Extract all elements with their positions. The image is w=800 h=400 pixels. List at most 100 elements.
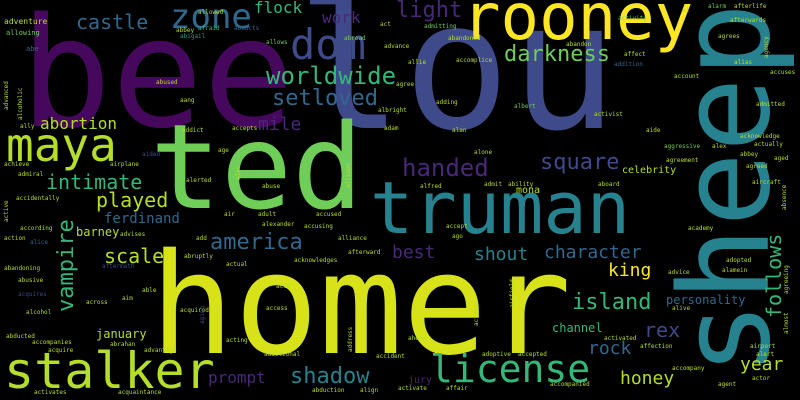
- word-acknowledge: acknowledge: [740, 133, 780, 140]
- word-aftermath: aftermath: [102, 263, 135, 270]
- word-license: license: [430, 347, 591, 391]
- word-accept: accept: [446, 223, 468, 230]
- word-island: island: [572, 290, 652, 315]
- word-abduction: abduction: [312, 387, 345, 394]
- word-alliance: alliance: [338, 235, 367, 242]
- word-abroad: abroad: [344, 35, 366, 42]
- word-airfield: airfield: [509, 279, 516, 308]
- word-handed: handed: [402, 154, 489, 182]
- word-admit: admit: [484, 181, 503, 188]
- word-actress: actress: [473, 300, 480, 326]
- word-actual: actual: [226, 261, 248, 268]
- word-ago: ago: [452, 233, 463, 240]
- word-advises: advises: [120, 231, 146, 238]
- word-aide: aide: [646, 127, 661, 134]
- word-address: address: [347, 326, 354, 352]
- word-light: light: [396, 0, 463, 23]
- word-abusive: abusive: [18, 277, 44, 284]
- word-abbey2: abbey: [740, 151, 759, 158]
- word-abandon: abandon: [566, 41, 592, 48]
- word-adoptive: adoptive: [482, 351, 511, 358]
- word-abandoning: abandoning: [4, 265, 41, 272]
- word-january: january: [96, 327, 147, 341]
- word-abducts: abducts: [234, 25, 260, 32]
- word-adding: adding: [436, 99, 458, 106]
- word-adult: adult: [258, 211, 277, 218]
- word-sheep: sheep: [654, 2, 798, 376]
- word-advice: advice: [668, 269, 690, 276]
- word-abbey: abbey: [176, 27, 195, 34]
- word-castle: castle: [76, 10, 149, 34]
- word-access: access: [266, 305, 288, 312]
- word-follows: follows: [762, 233, 786, 318]
- word-alec: alec: [235, 165, 242, 180]
- word-alfred: alfred: [420, 183, 442, 190]
- word-activity: activity: [618, 15, 647, 22]
- word-abigail: abigail: [180, 33, 206, 40]
- word-scale: scale: [104, 244, 165, 268]
- word-worldwide: worldwide: [266, 62, 397, 90]
- word-agrees: agrees: [718, 33, 740, 40]
- word-absence: absence: [781, 184, 788, 210]
- word-barney: barney: [76, 225, 120, 239]
- word-abortion: abortion: [40, 114, 118, 133]
- word-allie: allie: [408, 59, 427, 66]
- word-additional: additional: [264, 351, 301, 358]
- word-stalker: stalker: [4, 342, 215, 400]
- word-agreed: agreed: [746, 163, 768, 170]
- word-truman: truman: [370, 166, 631, 250]
- word-america: america: [210, 230, 303, 255]
- word-alarm: alarm: [708, 3, 727, 10]
- word-channel: channel: [552, 321, 603, 335]
- word-advance: advance: [384, 43, 410, 50]
- word-almost: almost: [783, 312, 790, 334]
- word-acting: acting: [226, 337, 248, 344]
- word-honey: honey: [620, 368, 675, 389]
- word-setloved: setloved: [272, 86, 378, 111]
- word-alice: alice: [30, 239, 49, 246]
- word-advantage: advantage: [144, 347, 177, 354]
- word-maya: maya: [6, 118, 117, 172]
- word-aged: aged: [774, 155, 789, 162]
- word-shout: shout: [474, 244, 529, 265]
- word-agree: agree: [396, 81, 415, 88]
- word-age: age: [218, 147, 229, 154]
- word-accused: accused: [316, 211, 342, 218]
- word-acknowledges: acknowledges: [294, 257, 338, 264]
- word-lou: lou: [296, 0, 618, 170]
- word-abandoned: abandoned: [448, 35, 481, 42]
- word-acquire: acquire: [48, 347, 74, 354]
- word-activates: activates: [34, 389, 67, 396]
- word-celebrity: celebrity: [622, 165, 677, 176]
- word-dom: dom: [290, 20, 366, 69]
- word-abruptly: abruptly: [184, 253, 213, 260]
- word-airport: airport: [750, 343, 776, 350]
- word-king: king: [608, 260, 652, 281]
- word-shadow: shadow: [290, 364, 370, 389]
- word-character: character: [544, 242, 642, 263]
- word-ahead: ahead: [408, 335, 427, 342]
- word-prompt: prompt: [208, 368, 266, 387]
- word-actor: actor: [752, 375, 771, 382]
- word-allison: allison: [345, 162, 352, 188]
- word-add: add: [196, 235, 207, 242]
- word-aging: aging: [199, 305, 206, 324]
- word-ferdinand: ferdinand: [104, 211, 180, 227]
- word-admiral: admiral: [18, 171, 44, 178]
- word-aboard: aboard: [598, 181, 620, 188]
- word-albright: albright: [378, 107, 407, 114]
- word-activist: activist: [594, 111, 623, 118]
- word-abrahan: abrahan: [110, 341, 136, 348]
- word-account: account: [674, 73, 700, 80]
- word-accepted: accepted: [518, 351, 547, 358]
- word-rex: rex: [644, 318, 681, 342]
- word-acquired: acquired: [180, 307, 209, 314]
- word-personality: personality: [666, 293, 746, 307]
- word-agent: agent: [718, 381, 737, 388]
- word-alcoholic: alcoholic: [17, 87, 24, 120]
- word-aang: aang: [180, 97, 195, 104]
- word-abe: abe: [26, 45, 39, 53]
- word-mona: mona: [516, 185, 541, 196]
- word-alias: alias: [734, 59, 753, 66]
- word-accuses: accuses: [770, 69, 796, 76]
